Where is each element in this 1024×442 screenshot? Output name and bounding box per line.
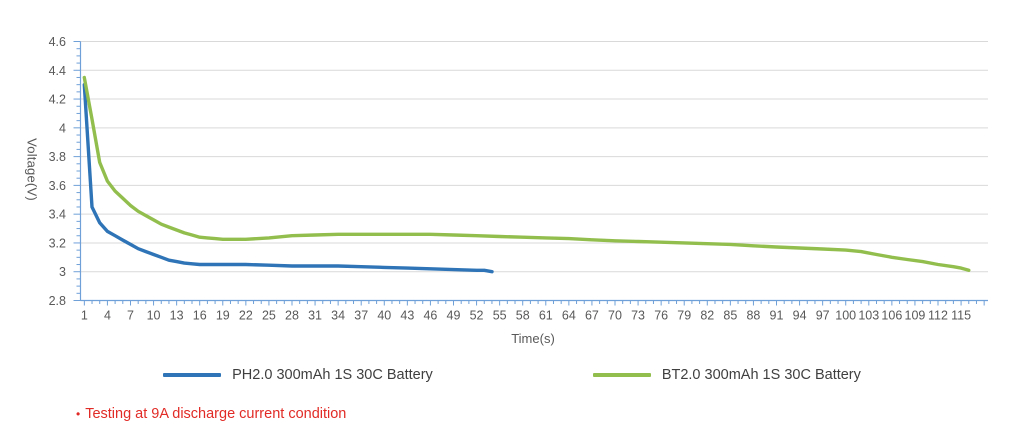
x-tick-label: 43 [400,309,414,323]
note-bullet-icon: • [76,407,81,421]
x-tick-label: 91 [770,309,784,323]
x-tick-label: 67 [585,309,599,323]
y-tick-label: 3.6 [49,179,66,193]
x-tick-label: 13 [170,309,184,323]
x-tick-label: 31 [308,309,322,323]
x-tick-label: 100 [835,309,856,323]
legend: PH2.0 300mAh 1S 30C Battery BT2.0 300mAh… [0,367,1024,383]
x-axis-title: Time(s) [511,331,555,346]
bt2-series-line [82,75,971,272]
x-tick-label: 40 [377,309,391,323]
x-tick-label: 76 [654,309,668,323]
legend-item-bt2: BT2.0 300mAh 1S 30C Battery [592,367,861,383]
x-tick-label: 79 [677,309,691,323]
x-tick-label: 1 [81,309,88,323]
voltage-time-plot: 2.8 3 3.2 3.4 3.6 3.8 4 4.2 4.4 4.6 1 4 7 10 13 16 19 22 2… [49,35,988,323]
x-tick-label: 73 [631,309,645,323]
x-tick-label: 28 [285,309,299,323]
legend-item-ph2: PH2.0 300mAh 1S 30C Battery [163,367,433,383]
x-tick-label: 106 [881,309,902,323]
y-tick-label: 3 [59,265,66,279]
x-tick-label: 112 [928,309,948,323]
x-tick-label: 94 [793,309,807,323]
legend-label-bt2: BT2.0 300mAh 1S 30C Battery [661,367,861,383]
x-tick-label: 22 [239,309,253,323]
x-tick-label: 16 [193,309,207,323]
x-tick-label: 97 [816,309,830,323]
x-tick-label: 103 [858,309,879,323]
legend-swatch-bt2-line [592,373,651,377]
x-tick-label: 46 [423,309,437,323]
x-tick-label: 115 [951,309,971,323]
y-axis-title: Voltage(V) [24,138,40,201]
test-condition-note: • Testing at 9A discharge current conditi… [76,406,346,422]
x-tick-label: 58 [516,309,530,323]
x-tick-label: 52 [470,309,484,323]
y-tick-label: 2.8 [49,294,66,308]
x-tick-label: 25 [262,309,276,323]
y-tick-label: 3.2 [49,236,66,250]
x-tick-label: 49 [447,309,461,323]
x-tick-label: 70 [608,309,622,323]
x-tick-label: 55 [493,309,507,323]
y-tick-label: 4.2 [49,93,66,107]
legend-label-ph2: PH2.0 300mAh 1S 30C Battery [232,367,433,383]
x-tick-label: 109 [905,309,926,323]
legend-swatch-ph2-line [163,373,222,377]
x-tick-label: 4 [104,309,111,323]
note-text: Testing at 9A discharge current conditio… [85,406,347,422]
x-tick-label: 64 [562,309,576,323]
x-tick-label: 85 [723,309,737,323]
x-tick-label: 19 [216,309,230,323]
y-tick-label: 4.4 [49,64,66,78]
y-tick-label: 4.6 [49,35,66,49]
x-tick-label: 61 [539,309,553,323]
x-tick-label: 37 [354,309,368,323]
x-tick-label: 88 [746,309,760,323]
y-tick-label: 3.8 [49,150,66,164]
y-tick-label: 3.4 [49,208,66,222]
x-tick-label: 7 [127,309,134,323]
x-tick-label: 82 [700,309,714,323]
x-tick-label: 34 [331,309,345,323]
y-tick-label: 4 [59,121,66,135]
x-tick-label: 10 [147,309,161,323]
ph2-series-line [82,82,494,274]
